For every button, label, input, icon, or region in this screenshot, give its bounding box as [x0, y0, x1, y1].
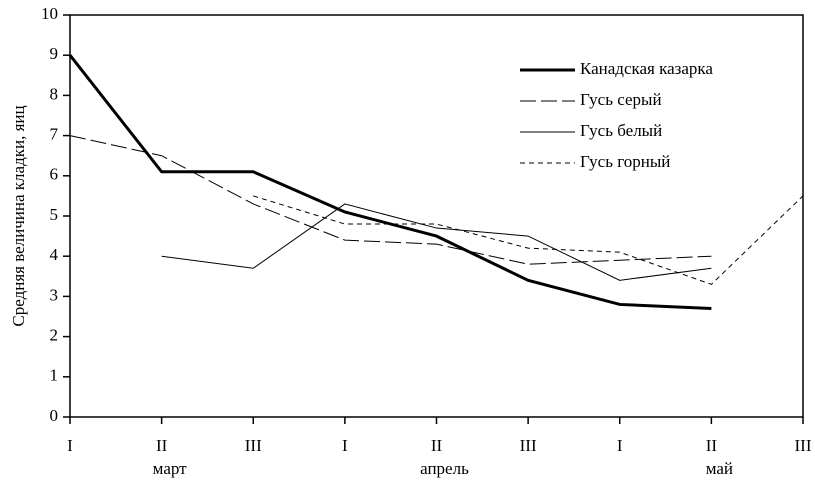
y-tick-label: 8	[50, 84, 59, 103]
legend-label: Гусь серый	[580, 90, 662, 109]
series-line	[68, 54, 712, 310]
y-tick-label: 2	[50, 326, 59, 345]
y-tick-label: 3	[50, 285, 59, 304]
y-tick-label: 7	[50, 125, 59, 144]
x-tick-label: III	[795, 436, 812, 455]
y-tick-label: 10	[41, 4, 58, 23]
legend-label: Гусь горный	[580, 152, 670, 171]
x-tick-label: III	[520, 436, 537, 455]
month-label: апрель	[420, 459, 469, 478]
y-tick-label: 0	[50, 406, 59, 425]
x-tick-label: I	[617, 436, 623, 455]
x-tick-label: II	[431, 436, 443, 455]
x-tick-label: III	[245, 436, 262, 455]
x-tick-label: II	[706, 436, 718, 455]
y-tick-label: 9	[50, 44, 59, 63]
series-line	[253, 195, 804, 285]
y-axis-label: Средняя величина кладки, яиц	[9, 105, 28, 326]
x-tick-label: II	[156, 436, 168, 455]
month-label: март	[153, 459, 187, 478]
y-tick-label: 5	[50, 205, 59, 224]
legend-label: Гусь белый	[580, 121, 662, 140]
series-line	[69, 135, 712, 265]
month-label: май	[706, 459, 733, 478]
y-tick-label: 4	[50, 245, 59, 264]
x-tick-label: I	[342, 436, 348, 455]
series-line	[161, 203, 712, 281]
y-tick-label: 6	[50, 165, 59, 184]
x-tick-label: I	[67, 436, 73, 455]
legend-label: Канадская казарка	[580, 59, 713, 78]
y-tick-label: 1	[50, 366, 59, 385]
